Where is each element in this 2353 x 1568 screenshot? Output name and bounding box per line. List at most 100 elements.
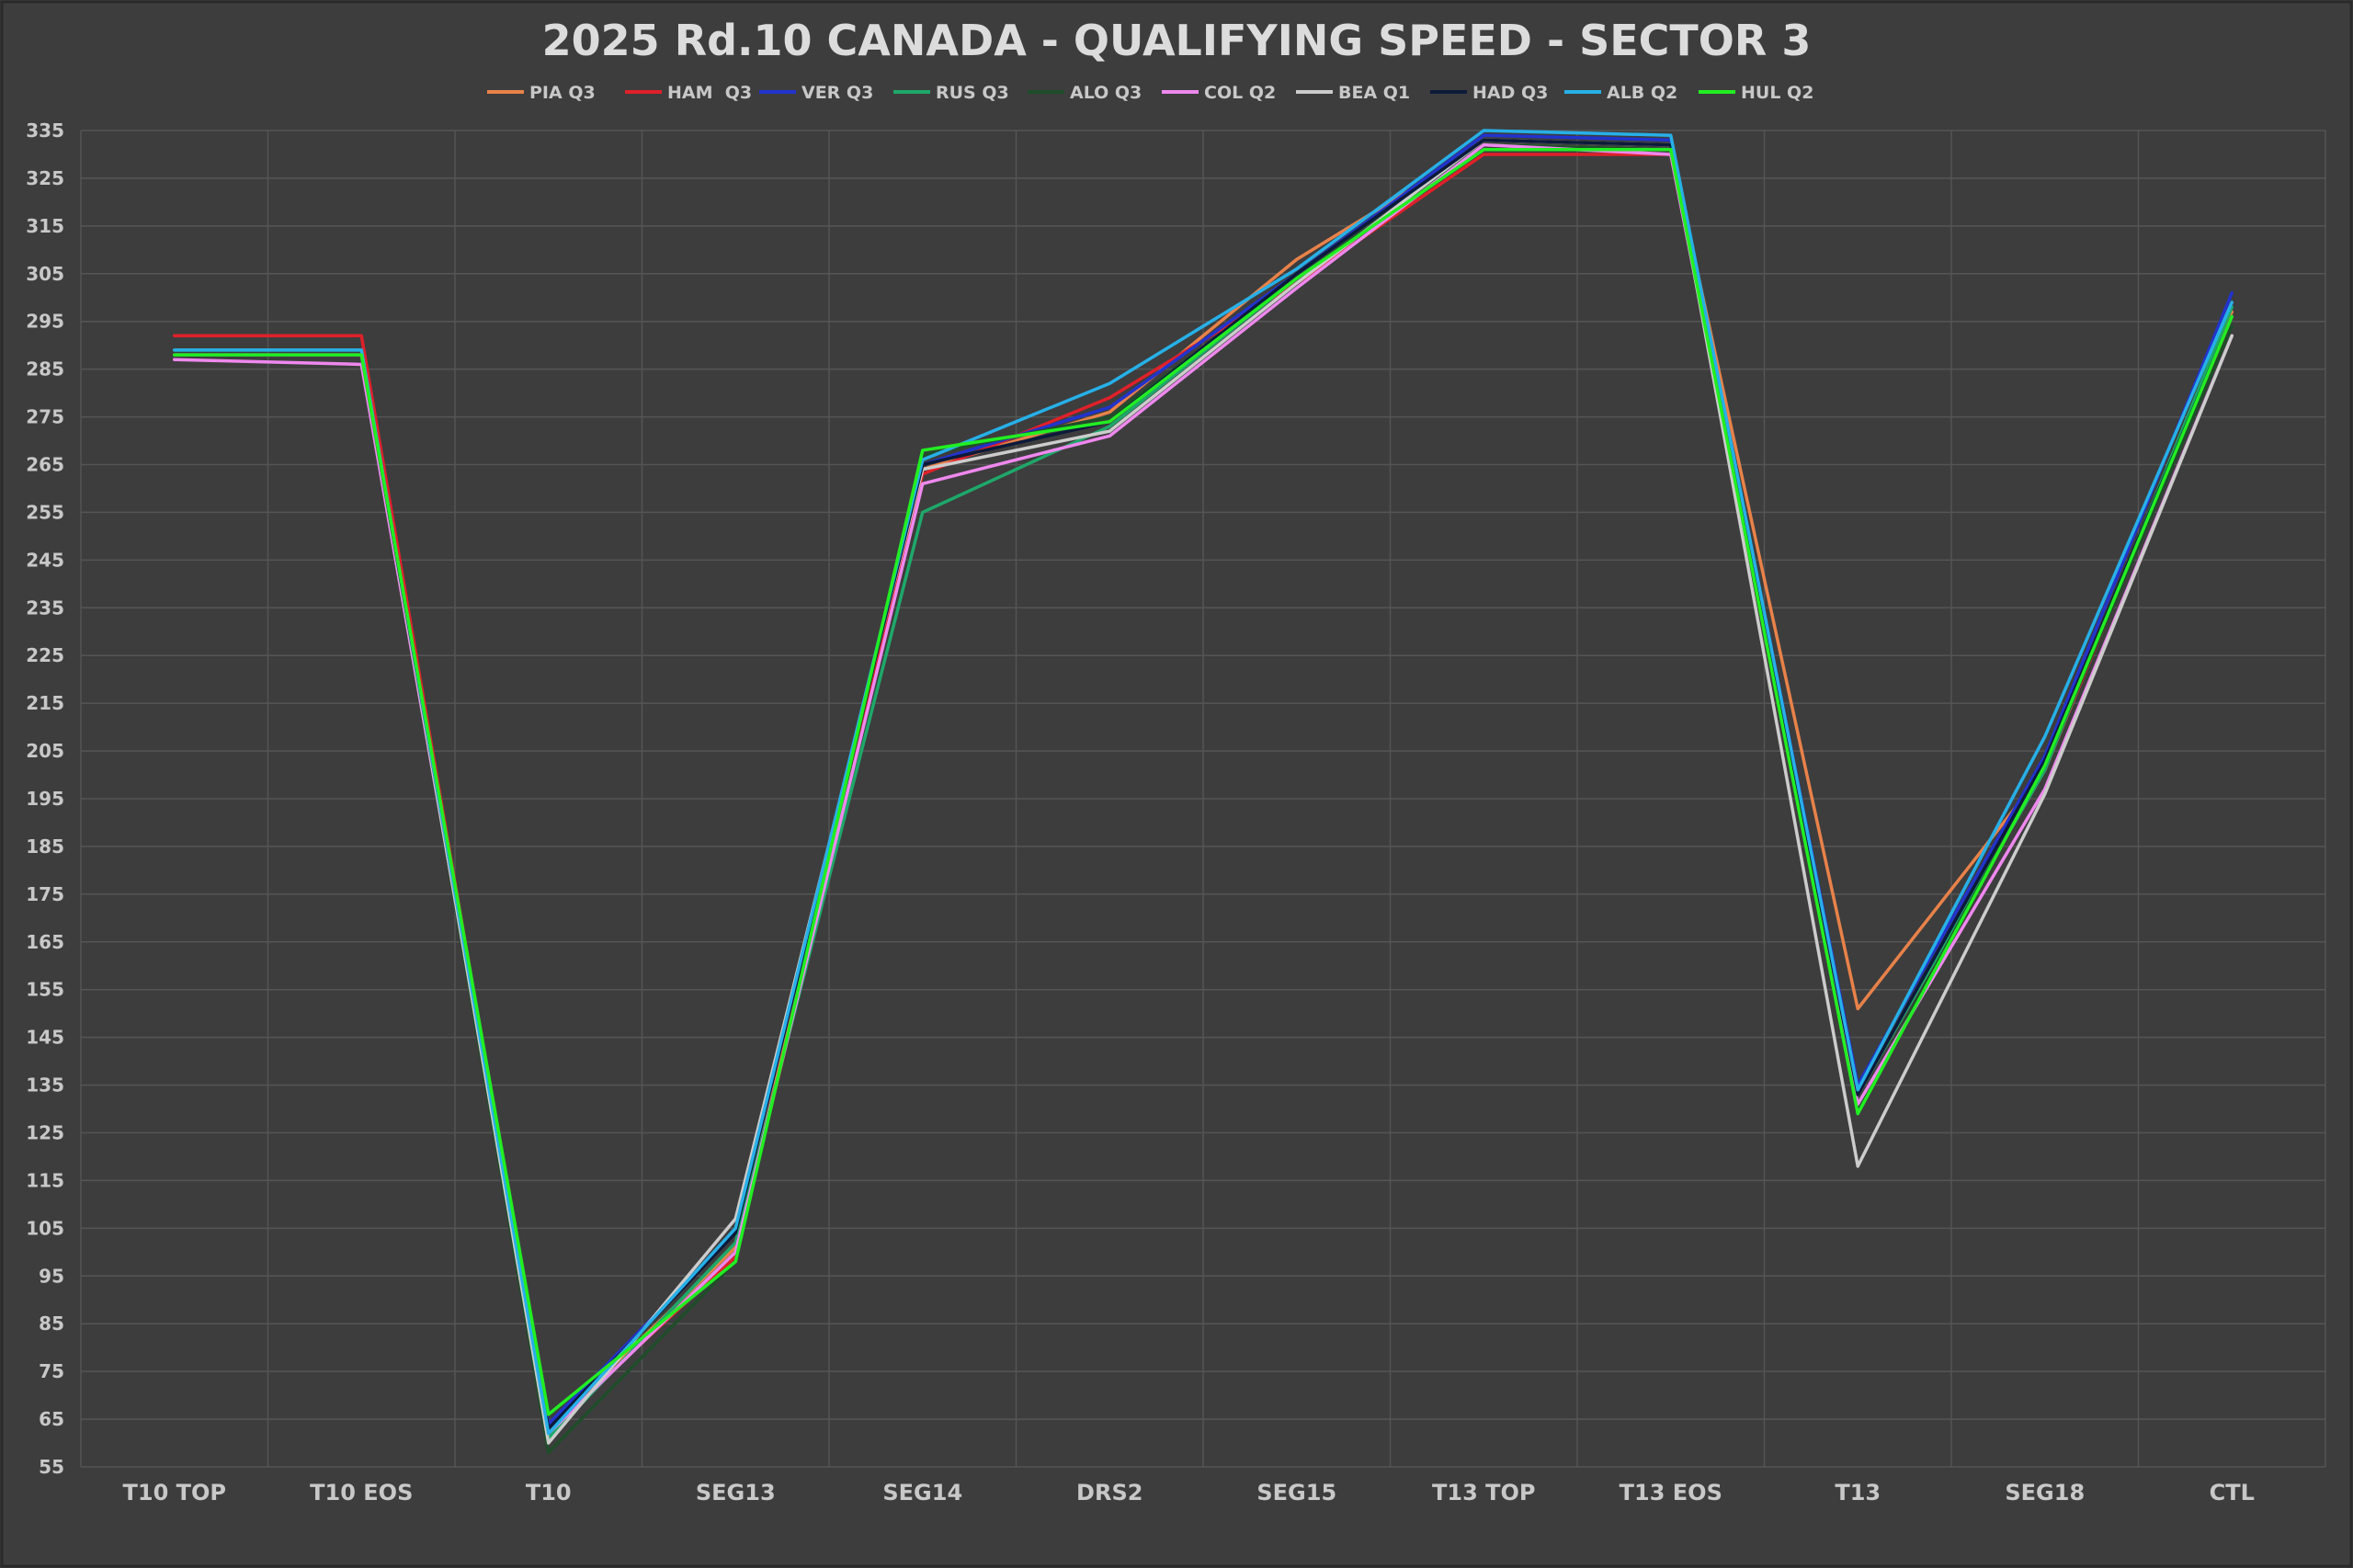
data-point bbox=[921, 449, 925, 452]
data-point bbox=[1482, 143, 1485, 147]
data-point bbox=[1856, 1088, 1859, 1092]
data-point bbox=[2230, 301, 2234, 304]
y-tick-label: 135 bbox=[26, 1074, 64, 1096]
y-tick-label: 315 bbox=[26, 215, 64, 237]
y-tick-label: 225 bbox=[26, 644, 64, 666]
data-point bbox=[1108, 405, 1111, 409]
data-point bbox=[173, 348, 176, 352]
legend-item: HAM Q3 bbox=[625, 83, 752, 103]
data-point bbox=[1669, 148, 1673, 152]
x-tick-label: T13 TOP bbox=[1432, 1480, 1536, 1506]
data-point bbox=[1669, 133, 1673, 137]
y-tick-label: 185 bbox=[26, 835, 64, 858]
legend-label: HUL Q2 bbox=[1741, 83, 1813, 103]
data-point bbox=[1295, 286, 1299, 290]
data-point bbox=[1482, 148, 1485, 152]
data-point bbox=[2043, 764, 2047, 767]
data-point bbox=[547, 1450, 551, 1454]
y-tick-label: 145 bbox=[26, 1027, 64, 1049]
legend-item: BEA Q1 bbox=[1296, 83, 1410, 103]
data-point bbox=[2043, 792, 2047, 796]
data-point bbox=[359, 353, 363, 357]
y-tick-label: 55 bbox=[39, 1456, 64, 1478]
y-tick-label: 275 bbox=[26, 406, 64, 428]
data-point bbox=[1482, 138, 1485, 142]
x-tick-label: T13 bbox=[1835, 1480, 1881, 1506]
y-tick-label: 195 bbox=[26, 788, 64, 810]
y-tick-label: 255 bbox=[26, 501, 64, 523]
data-point bbox=[1108, 381, 1111, 385]
y-tick-label: 85 bbox=[39, 1312, 64, 1335]
x-tick-label: SEG15 bbox=[1256, 1480, 1336, 1506]
data-point bbox=[733, 1226, 737, 1230]
y-tick-label: 215 bbox=[26, 692, 64, 714]
data-point bbox=[1108, 410, 1111, 414]
data-point bbox=[1856, 1112, 1859, 1116]
data-point bbox=[1856, 1093, 1859, 1096]
x-tick-label: DRS2 bbox=[1076, 1480, 1142, 1506]
data-point bbox=[2230, 315, 2234, 319]
data-point bbox=[2230, 324, 2234, 328]
y-tick-label: 155 bbox=[26, 979, 64, 1001]
legend-item: RUS Q3 bbox=[893, 83, 1009, 103]
legend-label: HAD Q3 bbox=[1472, 83, 1548, 103]
legend-item: HAD Q3 bbox=[1430, 83, 1548, 103]
data-point bbox=[2230, 291, 2234, 295]
x-axis-tick-labels: T10 TOP T10 EOS T10 SEG13 SEG14 DRS2 SEG15 T13 … bbox=[123, 1480, 2255, 1506]
legend-label: ALB Q2 bbox=[1607, 83, 1677, 103]
y-tick-label: 165 bbox=[26, 931, 64, 953]
data-point bbox=[1482, 153, 1485, 156]
data-point bbox=[359, 334, 363, 337]
series-hul-q2 bbox=[173, 148, 2234, 1416]
x-tick-label: T10 TOP bbox=[123, 1480, 227, 1506]
data-point bbox=[1295, 257, 1299, 261]
y-tick-label: 245 bbox=[26, 549, 64, 571]
x-tick-label: SEG13 bbox=[696, 1480, 776, 1506]
data-point bbox=[1108, 434, 1111, 437]
data-point bbox=[921, 482, 925, 485]
chart-title: 2025 Rd.10 CANADA - QUALIFYING SPEED - S… bbox=[542, 16, 1812, 65]
y-tick-label: 235 bbox=[26, 597, 64, 619]
data-point bbox=[1108, 429, 1111, 433]
y-tick-label: 285 bbox=[26, 358, 64, 381]
x-tick-label: T10 EOS bbox=[310, 1480, 413, 1506]
legend-label: BEA Q1 bbox=[1338, 83, 1410, 103]
legend-item: VER Q3 bbox=[759, 83, 873, 103]
y-tick-label: 65 bbox=[39, 1408, 64, 1430]
x-tick-label: CTL bbox=[2210, 1480, 2255, 1506]
legend: PIA Q3 HAM Q3 VER Q3 RUS Q3 ALO Q3 COL Q2 BEA … bbox=[487, 83, 1813, 103]
series-line bbox=[173, 148, 2234, 1416]
data-point bbox=[1295, 277, 1299, 280]
series-lines bbox=[173, 129, 2234, 1455]
legend-label: COL Q2 bbox=[1204, 83, 1276, 103]
legend-item: PIA Q3 bbox=[487, 83, 596, 103]
y-tick-label: 335 bbox=[26, 119, 64, 142]
data-point bbox=[2043, 734, 2047, 738]
y-tick-label: 75 bbox=[39, 1360, 64, 1382]
data-point bbox=[1482, 129, 1485, 132]
data-point bbox=[173, 334, 176, 337]
y-tick-label: 205 bbox=[26, 740, 64, 762]
legend-item: ALB Q2 bbox=[1564, 83, 1677, 103]
data-point bbox=[1856, 1006, 1859, 1010]
data-point bbox=[547, 1413, 551, 1416]
data-point bbox=[2230, 334, 2234, 337]
y-tick-label: 125 bbox=[26, 1122, 64, 1144]
y-tick-label: 95 bbox=[39, 1265, 64, 1287]
legend-item: COL Q2 bbox=[1162, 83, 1276, 103]
y-tick-label: 305 bbox=[26, 263, 64, 285]
series-alb-q2 bbox=[173, 129, 2234, 1436]
y-tick-label: 175 bbox=[26, 883, 64, 905]
x-tick-label: SEG18 bbox=[2005, 1480, 2085, 1506]
legend-label: PIA Q3 bbox=[529, 83, 596, 103]
data-point bbox=[1295, 281, 1299, 285]
data-point bbox=[1108, 425, 1111, 428]
data-point bbox=[733, 1260, 737, 1264]
data-point bbox=[1295, 272, 1299, 276]
data-point bbox=[1108, 396, 1111, 400]
data-point bbox=[359, 348, 363, 352]
data-point bbox=[547, 1441, 551, 1445]
series-line bbox=[173, 129, 2234, 1436]
